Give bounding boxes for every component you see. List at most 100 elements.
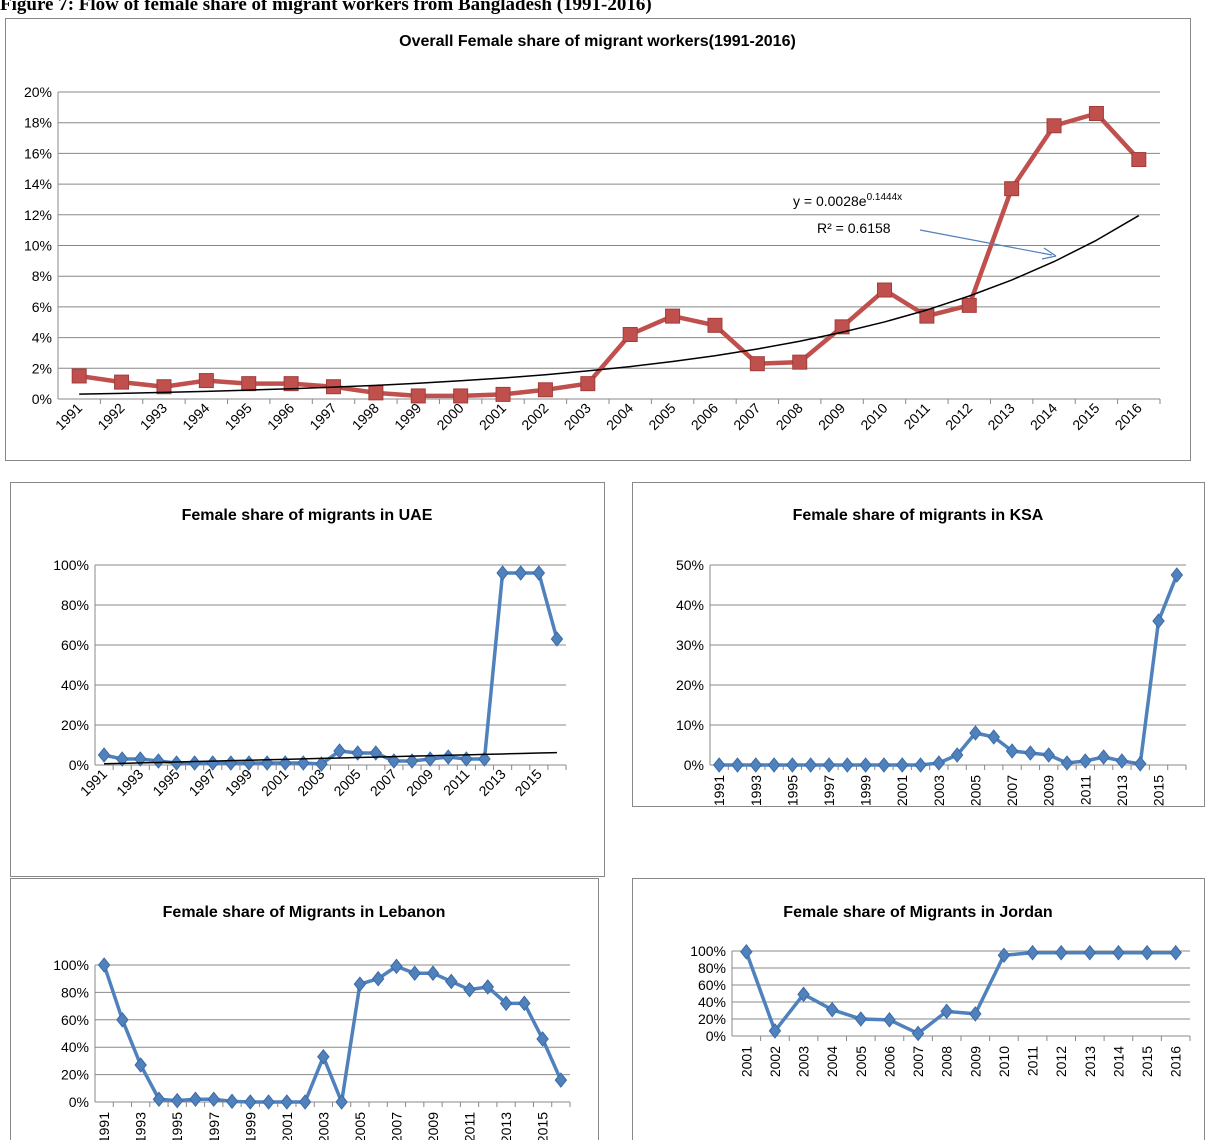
y-tick-label: 80% [61,597,89,613]
x-tick-label: 1997 [206,1112,222,1140]
x-tick-label: 2015 [1069,400,1102,433]
data-marker [997,947,1011,964]
data-marker [241,376,257,392]
x-tick-label: 2003 [294,766,327,799]
data-line [744,950,1176,1036]
x-tick-label: 2007 [367,766,400,799]
y-tick-label: 20% [698,1011,726,1027]
data-marker [877,757,891,773]
data-marker [1046,118,1062,134]
trend-equation: y = 0.0028e0.1444x [793,192,902,209]
y-tick-label: 0% [69,1094,89,1110]
x-tick-label: 1991 [711,775,727,806]
x-tick-label: 2005 [645,400,678,433]
x-tick-label: 2012 [942,400,975,433]
x-tick-label: 1998 [349,400,382,433]
y-tick-label: 10% [676,717,704,733]
data-marker [368,385,384,401]
trend-r2: R² = 0.6158 [817,220,891,236]
data-marker [225,1093,239,1110]
data-marker [410,388,426,404]
data-marker [1083,944,1097,961]
data-marker [442,749,455,765]
x-tick-label: 2006 [881,1046,897,1077]
x-tick-label: 2011 [462,1112,478,1140]
x-tick-label: 2009 [403,766,436,799]
data-marker [134,751,147,767]
data-marker [932,755,946,771]
data-marker [1140,944,1154,961]
x-tick-label: 2001 [258,766,291,799]
data-marker [1131,152,1147,168]
data-marker [822,757,836,773]
x-tick-label: 1996 [264,400,297,433]
data-marker [97,957,111,973]
x-tick-label: 2010 [996,1046,1012,1077]
data-marker [797,986,810,1003]
x-tick-label: 2002 [767,1046,783,1077]
y-tick-label: 60% [61,1012,89,1028]
y-tick-label: 30% [676,637,704,653]
trend-equation-base: y = 0.0028e [793,193,867,209]
y-tick-label: 40% [676,597,704,613]
data-marker [351,745,364,761]
data-marker [987,729,1001,745]
data-marker [731,757,744,773]
x-tick-label: 1999 [391,400,424,433]
x-tick-label: 2001 [894,775,910,806]
x-tick-label: 2005 [967,775,983,806]
data-marker [499,995,513,1012]
y-tick-label: 20% [61,1067,89,1083]
data-marker [283,376,299,392]
data-marker [496,565,509,581]
data-marker [1026,944,1039,961]
x-tick-label: 2009 [815,400,848,433]
x-tick-label: 2003 [315,1112,331,1140]
data-marker [895,757,909,773]
data-marker [1115,753,1129,769]
data-marker [532,565,546,581]
x-tick-label: 2015 [512,766,545,799]
x-tick-label: 2005 [330,766,363,799]
data-marker [622,327,638,343]
data-marker [792,354,808,370]
data-marker [961,297,977,313]
x-tick-label: 2010 [857,400,890,433]
x-tick-label: 2011 [1025,1046,1041,1076]
x-tick-label: 2012 [1053,1046,1069,1077]
trend-equation-exponent: 0.1444x [867,192,903,203]
y-tick-label: 40% [61,677,89,693]
y-tick-label: 0% [69,757,89,773]
y-tick-label: 4% [32,330,52,346]
data-marker [712,757,726,773]
data-marker [224,755,238,771]
y-tick-label: 18% [24,115,52,131]
data-marker [1088,105,1104,121]
data-marker [453,388,469,404]
x-tick-label: 2007 [1004,775,1020,806]
x-tick-label: 2006 [688,400,721,433]
y-tick-label: 60% [61,637,89,653]
data-marker [768,1023,782,1039]
x-tick-label: 2015 [535,1112,551,1140]
data-marker [114,374,130,390]
y-tick-label: 8% [32,268,52,284]
x-tick-label: 2003 [931,775,947,806]
data-marker [115,751,129,767]
data-marker [1042,747,1055,763]
data-marker [298,1094,312,1110]
data-marker [969,1006,982,1022]
x-tick-label: 1991 [52,400,85,433]
y-tick-label: 100% [53,957,89,973]
y-tick-label: 50% [676,557,704,573]
data-marker [189,1091,202,1108]
x-tick-label: 1993 [133,1112,149,1140]
data-marker [207,1091,220,1108]
x-tick-label: 2003 [796,1046,812,1077]
x-tick-label: 2005 [853,1046,869,1077]
chart-title: Female share of Migrants in Jordan [783,904,1052,921]
data-marker [911,1025,925,1042]
x-tick-label: 1995 [169,1112,185,1140]
x-tick-label: 1997 [821,775,837,806]
